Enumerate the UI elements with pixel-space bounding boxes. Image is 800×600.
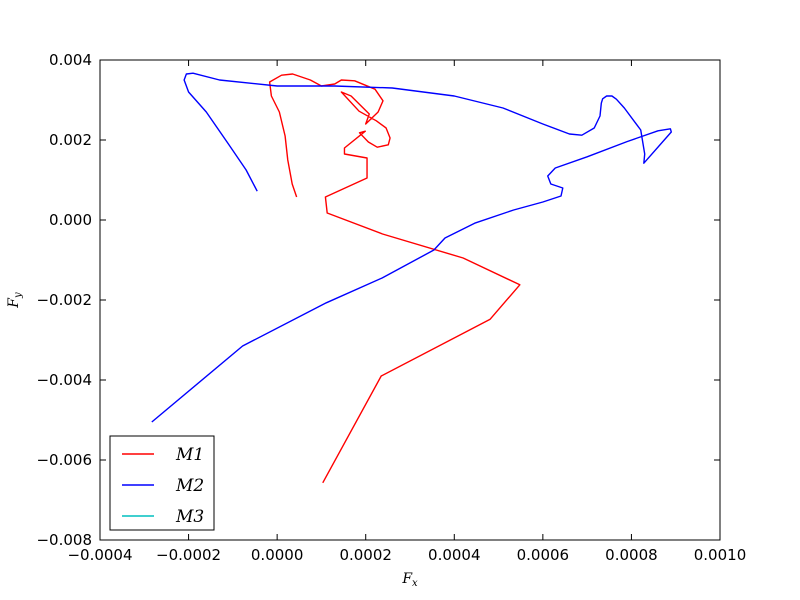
x-axis-label: Fx: [401, 571, 418, 589]
series-line-m2: [151, 72, 672, 423]
series-line-m1: [268, 73, 521, 484]
x-tick-label: 0.0004: [428, 546, 481, 564]
y-tick-label: 0.000: [49, 211, 92, 229]
legend: M1 M2 M3: [109, 435, 215, 531]
x-tick-label: 0.0010: [694, 546, 747, 564]
y-axis-label: Fy: [6, 292, 24, 309]
x-tick-label: −0.0004: [67, 546, 132, 564]
series-layer: [151, 72, 672, 484]
legend-label: M1: [175, 445, 204, 465]
x-tick-label: −0.0002: [156, 546, 221, 564]
legend-label: M2: [175, 476, 204, 496]
y-tick-label: −0.002: [36, 291, 92, 309]
y-tick-label: −0.008: [36, 531, 92, 549]
y-tick-label: 0.004: [49, 51, 92, 69]
x-tick-label: 0.0008: [605, 546, 658, 564]
y-tick-label: −0.006: [36, 451, 92, 469]
y-tick-label: 0.002: [49, 131, 92, 149]
ticks-layer: −0.0004 −0.0002 0.0000 0.0002 0.0004 0.0006 0.…: [36, 51, 746, 564]
legend-label: M3: [175, 507, 204, 527]
y-tick-label: −0.004: [36, 371, 92, 389]
x-tick-label: 0.0000: [251, 546, 304, 564]
x-tick-label: 0.0006: [517, 546, 570, 564]
x-tick-label: 0.0002: [339, 546, 392, 564]
legend-box: [109, 435, 215, 531]
